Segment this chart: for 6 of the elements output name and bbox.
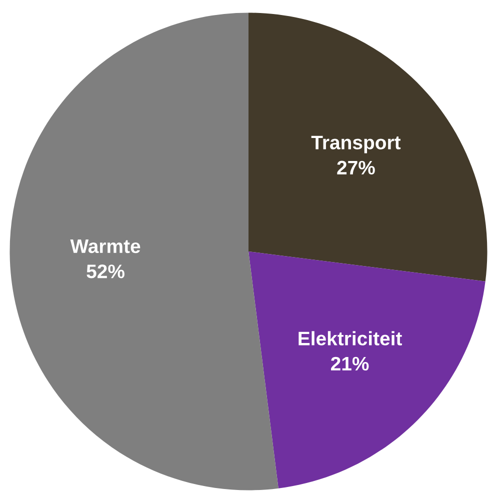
data-label: 52% (86, 264, 124, 278)
data-label: 27% (337, 160, 375, 175)
data-label: 21% (331, 356, 369, 371)
slice-label: Elektriciteit (298, 331, 402, 346)
slice-label: Warmte (70, 240, 140, 254)
slice-label: Transport (311, 136, 401, 154)
